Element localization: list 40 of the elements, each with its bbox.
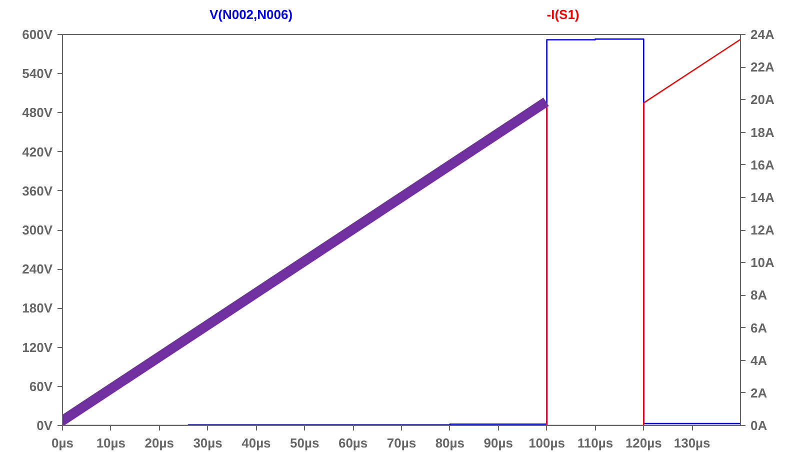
x-tick-label: 100µs [528, 436, 566, 450]
x-tick-label: 40µs [242, 436, 271, 450]
y2-tick-label: 20A [750, 92, 775, 108]
y2-tick-label: 18A [750, 124, 775, 140]
y2-tick-label: 22A [750, 60, 775, 75]
y2-tick-label: 24A [750, 27, 775, 42]
x-tick-label: 80µs [435, 436, 465, 450]
y-tick-label: 600V [22, 27, 53, 42]
x-tick-label: 30µs [193, 436, 222, 450]
y-tick-label: 480V [22, 105, 53, 120]
y2-tick-label: 16A [750, 157, 775, 172]
text: V(N002,N006) [209, 6, 293, 24]
y2-tick-label: 8A [750, 288, 768, 303]
x-tick-label: 90µs [484, 436, 513, 450]
y2-tick-label: 10A [750, 255, 775, 270]
x-tick-label: 120µs [625, 436, 662, 450]
x-tick-label: 20µs [144, 436, 174, 450]
y-tick-label: 120V [22, 340, 53, 355]
x-tick-label: 60µs [338, 436, 368, 450]
y-tick-label: 540V [22, 66, 53, 82]
y2-tick-label: 12A [750, 222, 775, 238]
y2-tick-label: 4A [750, 352, 768, 368]
x-tick-label: 50µs [290, 436, 320, 450]
y-tick-label: 60V [29, 378, 53, 394]
y-tick-label: 0V [36, 418, 53, 433]
y-tick-label: 240V [22, 262, 53, 277]
y2-tick-label: 14A [750, 190, 775, 205]
x-tick-label: 110µs [577, 436, 614, 450]
y-tick-label: 360V [22, 183, 53, 198]
x-tick-label: 130µs [674, 436, 710, 450]
y2-tick-label: 0A [750, 418, 768, 433]
text: -I(S1) [546, 6, 580, 24]
x-tick-label: 70µs [386, 436, 416, 450]
y-tick-label: 420V [22, 144, 53, 160]
x-tick-label: 0µs [52, 436, 74, 450]
x-tick-label: 10µs [96, 436, 126, 450]
y-tick-label: 180V [22, 300, 53, 316]
y2-tick-label: 2A [750, 385, 768, 400]
y-tick-label: 300V [22, 222, 53, 238]
y2-tick-label: 6A [750, 320, 768, 336]
